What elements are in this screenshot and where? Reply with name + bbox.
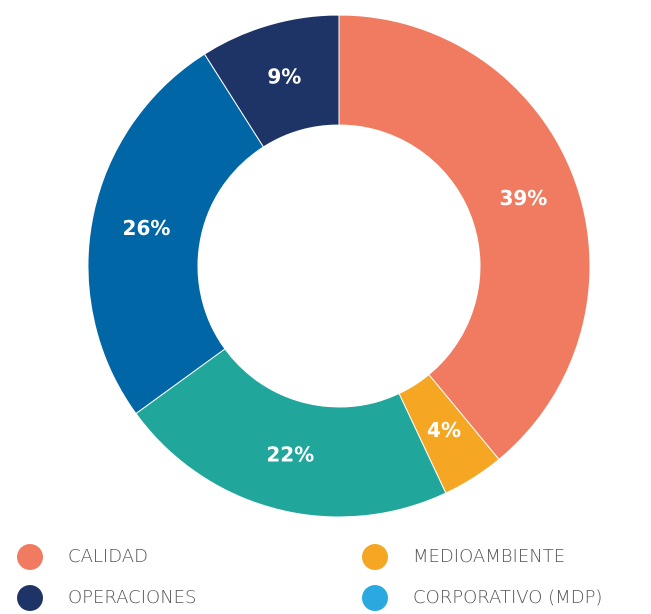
- legend-swatch: [362, 544, 388, 570]
- donut-slice: [87, 53, 265, 415]
- legend-label: CALIDAD: [68, 546, 148, 567]
- legend-swatch: [362, 585, 388, 611]
- slice-label: 39%: [499, 186, 547, 210]
- slice-label: 4%: [427, 418, 461, 442]
- legend-swatch: [17, 585, 43, 611]
- donut-slice: [338, 14, 591, 461]
- slice-label: 9%: [267, 64, 301, 88]
- legend-label: MEDIOAMBIENTE: [413, 546, 565, 567]
- legend-label: OPERACIONES: [68, 587, 196, 608]
- donut-slice: [135, 348, 447, 518]
- slice-label: 26%: [123, 216, 171, 240]
- donut-slice: [203, 14, 340, 148]
- legend-swatch: [17, 544, 43, 570]
- slice-label: 22%: [266, 442, 314, 466]
- legend-label: CORPORATIVO (MDP): [413, 587, 602, 608]
